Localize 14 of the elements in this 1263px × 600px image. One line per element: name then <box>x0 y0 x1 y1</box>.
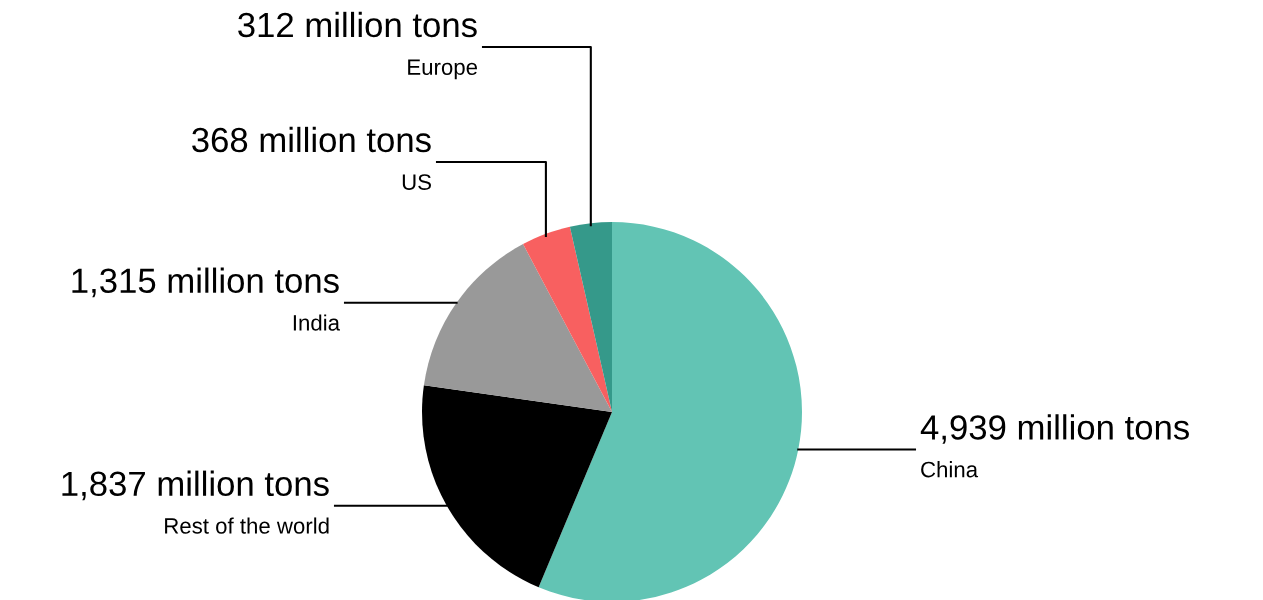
slice-label: Europe <box>408 59 478 80</box>
data-label: 1,837 million tons <box>62 470 329 501</box>
slice-label: Rest of the world <box>165 517 329 534</box>
data-label: 1,315 million tons <box>72 267 339 298</box>
slice-label: China <box>921 461 979 478</box>
pie-slice <box>523 226 612 412</box>
slice-label: India <box>293 314 340 331</box>
data-label: 368 million tons <box>192 126 431 153</box>
pie-slice <box>538 222 802 600</box>
pie-slice <box>423 244 612 412</box>
pie-slice <box>569 222 612 412</box>
data-label: 4,939 million tons <box>920 414 1189 444</box>
data-label: 312 million tons <box>238 11 477 38</box>
slice-label: US <box>402 174 431 190</box>
